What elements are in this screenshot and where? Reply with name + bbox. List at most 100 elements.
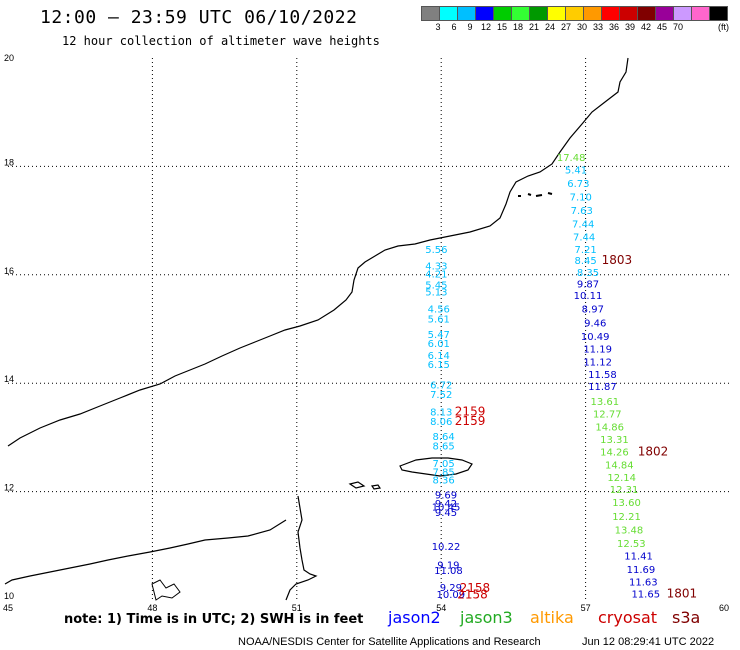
swh-value: 7.05 [432,459,454,470]
swh-value: 5.13 [425,287,447,298]
swh-value: 7.44 [572,220,594,231]
swh-value: 4.33 [425,261,447,272]
legend-altika: altika [530,608,574,627]
colorbar-label: 9 [467,22,473,32]
swh-value: 7.85 [432,467,454,478]
swh-value: 5.61 [428,314,450,325]
swh-value: 11.69 [627,565,656,576]
swh-value: 11.63 [629,577,658,588]
swh-value: 7.52 [430,390,452,401]
swh-value: 9.46 [584,318,606,329]
colorbar-label: 33 [592,22,603,32]
pass-time-label: 1802 [638,444,669,458]
legend-jason2: jason2 [388,608,441,627]
pass-time-label: 2159 [455,405,486,419]
swh-value: 7.63 [571,206,593,217]
pass-time-label: 2158 [457,587,488,601]
map-grid [8,58,730,600]
y-tick-label: 18 [4,157,14,167]
colorbar-label: 30 [576,22,587,32]
y-tick-label: 16 [4,266,14,276]
colorbar-label: 42 [640,22,651,32]
swh-value: 8.45 [574,256,596,267]
swh-value: 6.15 [428,360,450,371]
colorbar-label: 12 [480,22,491,32]
swh-value: 4.21 [425,270,447,281]
swh-value: 13.31 [600,435,629,446]
swh-value: 9.19 [437,561,459,572]
swh-value: 14.84 [605,460,634,471]
colorbar-label: 21 [528,22,539,32]
colorbar-label: 24 [544,22,555,32]
legend-jason3: jason3 [460,608,513,627]
coastline-africa [4,495,318,601]
colorbar-label: 6 [451,22,457,32]
x-tick-label: 51 [292,603,302,613]
swh-value: 5.56 [425,245,447,256]
colorbar-label: 36 [608,22,619,32]
colorbar-label: 39 [624,22,635,32]
footer-credit: NOAA/NESDIS Center for Satellite Applica… [238,636,541,648]
swh-value: 9.87 [577,279,599,290]
swh-value: 7.10 [570,193,592,204]
swh-value: 11.08 [434,566,463,577]
swh-value: 10.11 [574,291,603,302]
pass-time-label: 1803 [602,253,633,267]
swh-value: 5.47 [428,330,450,341]
pass-time-label: 2158 [460,581,491,595]
swh-value: 9.69 [435,491,457,502]
kuria-muria-islands [518,192,553,197]
colorbar-swatch [709,6,728,21]
swh-value: 12.21 [612,512,641,523]
swh-value: 9.45 [435,508,457,519]
colorbar-label: 27 [560,22,571,32]
swh-value: 10.09 [437,590,466,601]
swh-value: 11.19 [583,344,612,355]
coastal-feature [151,579,181,601]
swh-value: 13.60 [612,498,641,509]
swh-value: 8.65 [432,441,454,452]
swh-value: 6.72 [430,381,452,392]
swh-value: 14.86 [595,422,624,433]
colorbar-label: 3 [435,22,441,32]
swh-value: 11.58 [588,370,617,381]
wave-height-colorbar [421,6,728,21]
swh-value: 12.31 [610,485,639,496]
colorbar-label: 15 [496,22,507,32]
coastline-arabia [7,57,629,447]
swh-value: 8.64 [432,432,454,443]
swh-value: 5.41 [565,165,587,176]
swh-value: 11.12 [583,357,612,368]
swh-value: 8.06 [430,417,452,428]
swh-value: 8.35 [577,268,599,279]
x-tick-label: 60 [719,603,729,613]
x-tick-label: 54 [436,603,446,613]
map-subtitle: 12 hour collection of altimeter wave hei… [62,34,380,48]
swh-value: 12.53 [617,539,646,550]
legend-s3a: s3a [672,608,701,627]
footer-timestamp: Jun 12 08:29:41 UTC 2022 [582,636,715,648]
swh-value: 9.29 [440,583,462,594]
swh-value: 9.42 [435,499,457,510]
swh-value: 8.36 [432,475,454,486]
legend-cryosat: cryosat [598,608,658,627]
coastline [4,57,629,601]
altimeter-tracks: 5.56 4.334.215.455.13 4.565.61 5.476.016.14… [425,153,697,601]
pass-time-label: 1801 [667,586,698,600]
colorbar-unit: (ft) [718,22,729,32]
x-tick-label: 48 [147,603,157,613]
swh-value: 11.87 [588,382,617,393]
y-tick-label: 10 [4,591,14,601]
swh-value: 11.41 [624,551,653,562]
swh-value: 13.61 [591,397,620,408]
colorbar-label: 45 [656,22,667,32]
swh-value: 10.49 [581,332,610,343]
colorbar-label: 18 [512,22,523,32]
x-tick-label: 45 [3,603,13,613]
swh-value: 10.22 [432,542,461,553]
axis-tick-labels: 45 48 51 54 57 60 20 18 16 14 12 10 [3,53,729,613]
map-title: 12:00 – 23:59 UTC 06/10/2022 [40,7,358,28]
x-tick-label: 57 [581,603,591,613]
swh-value: 12.14 [607,473,636,484]
